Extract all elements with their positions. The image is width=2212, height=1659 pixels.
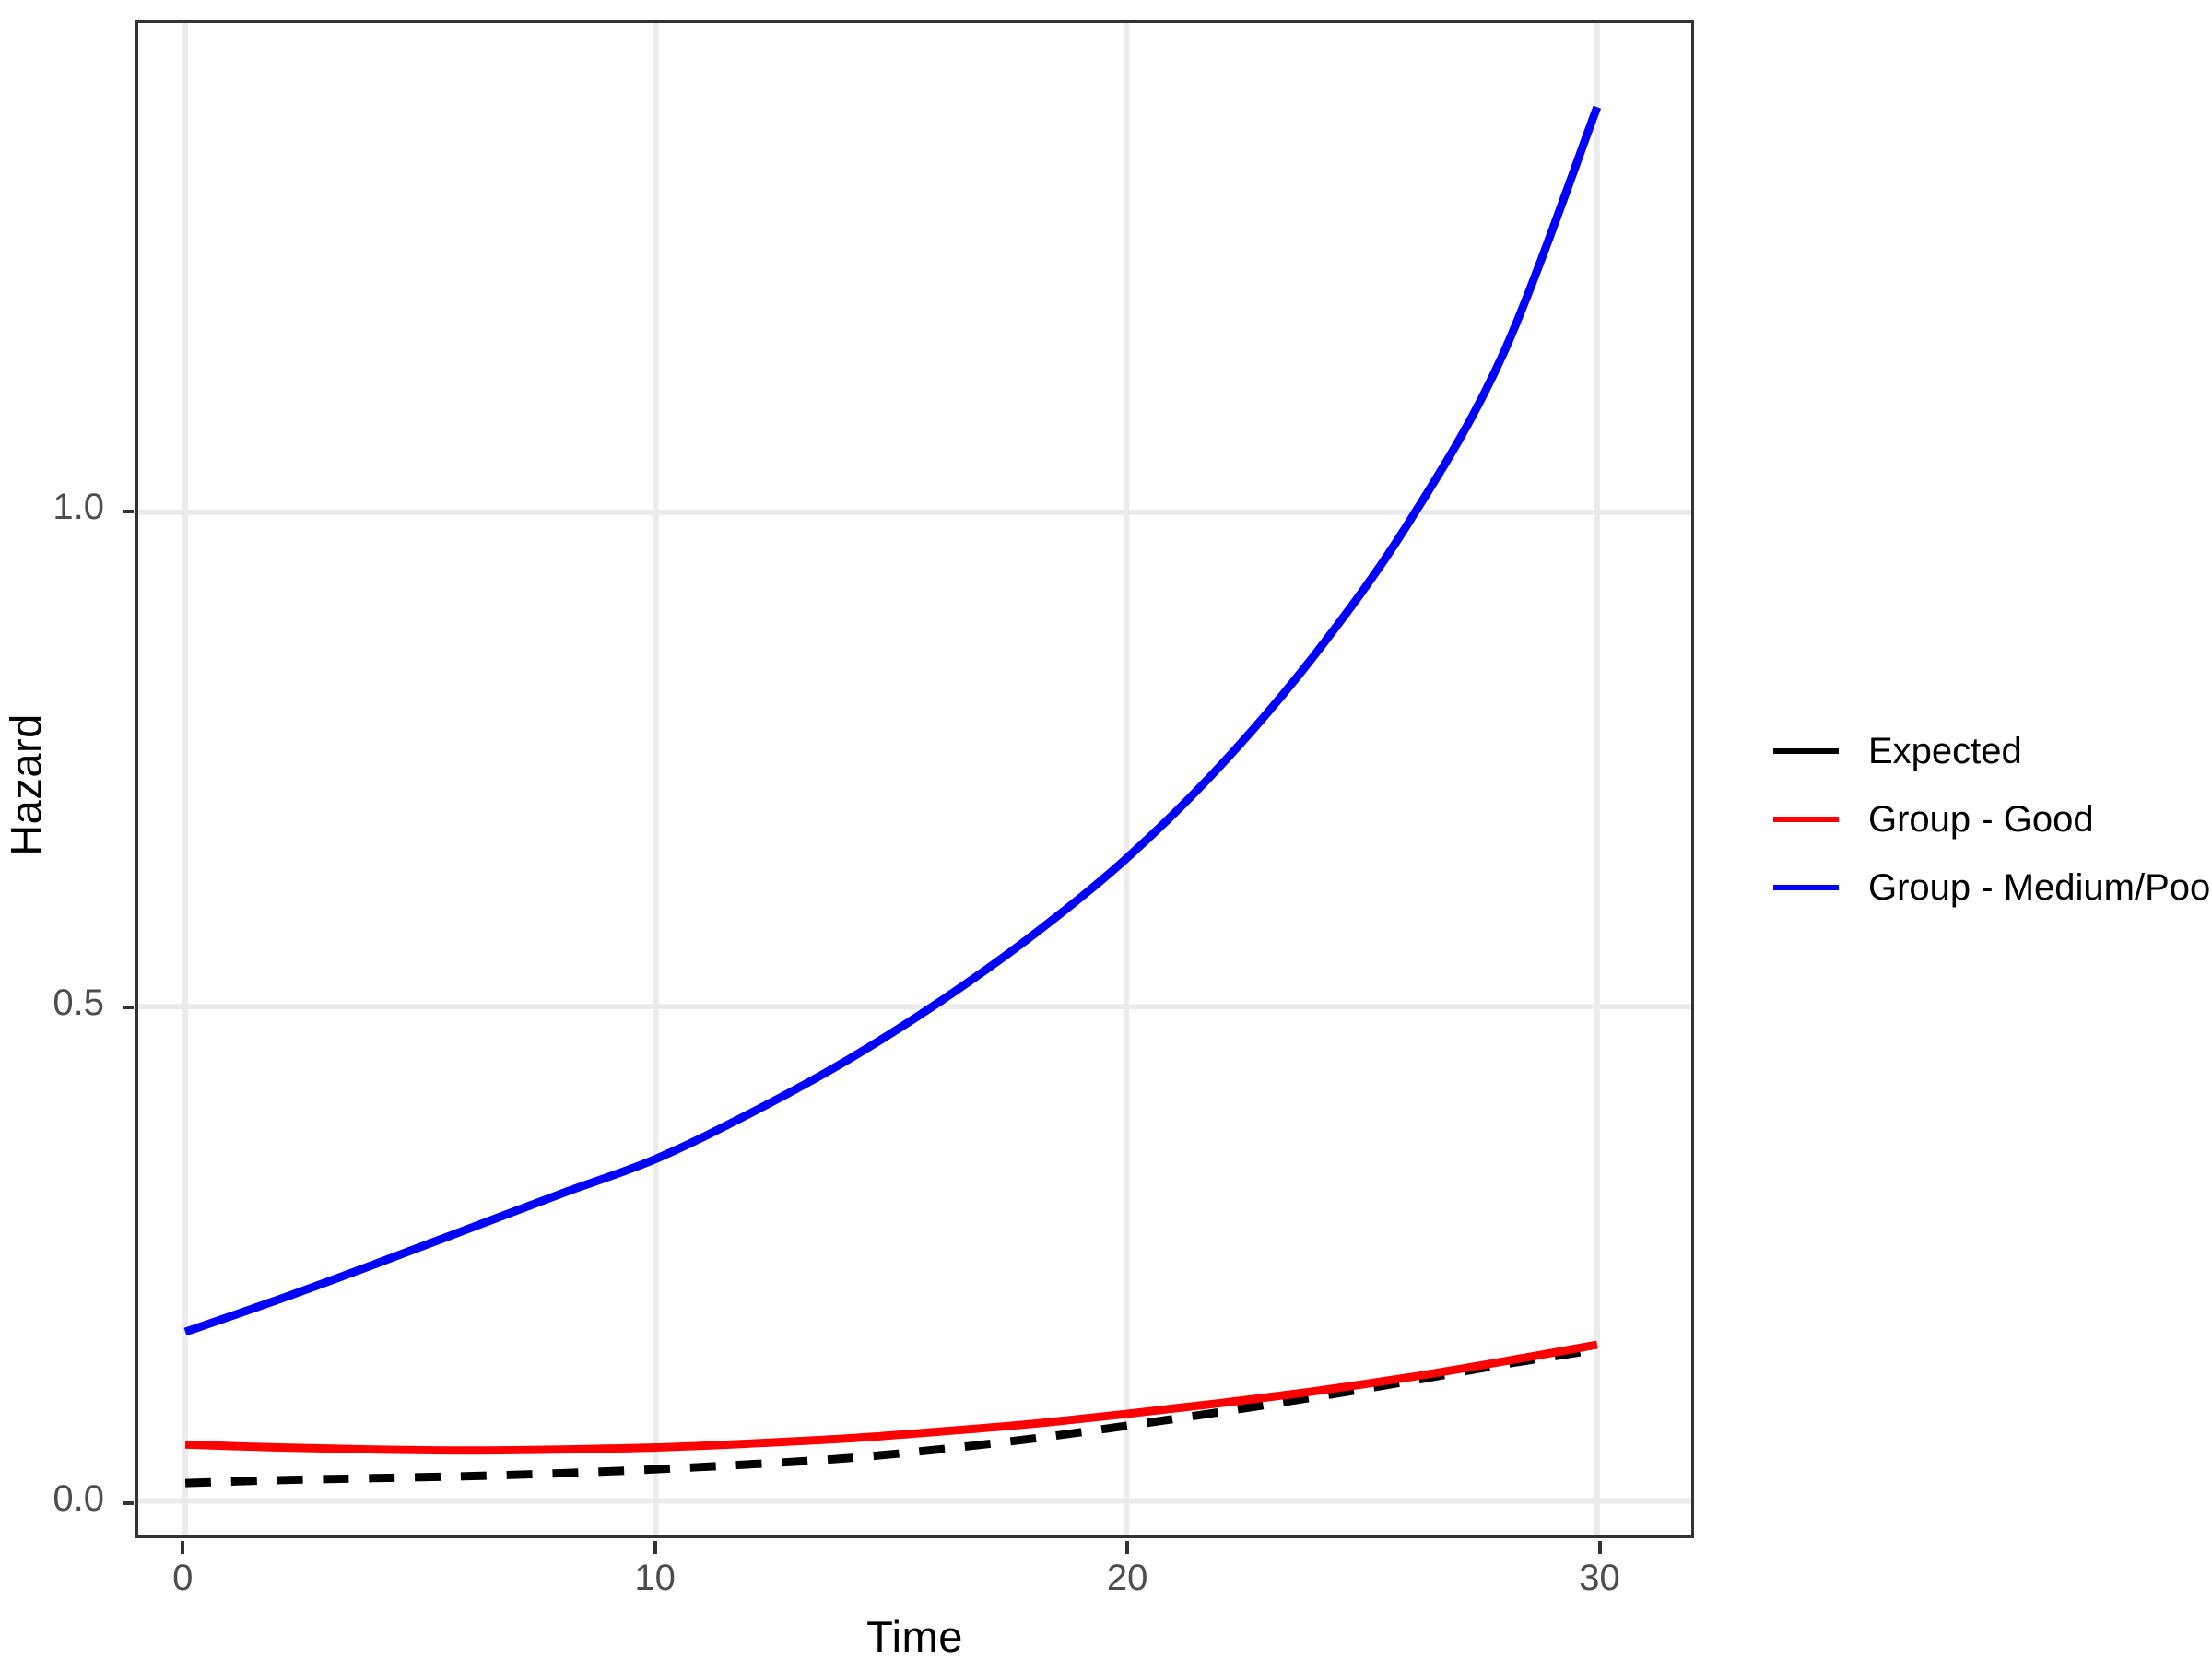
plot-panel — [135, 20, 1694, 1538]
legend-key-expected-icon — [1768, 717, 1844, 785]
y-tick-mark — [123, 509, 134, 513]
legend-key-group-medium-poor-icon — [1768, 853, 1844, 922]
x-tick-mark — [181, 1541, 185, 1554]
x-tick-label: 0 — [172, 1558, 194, 1598]
data-series — [183, 105, 1602, 1488]
x-tick-mark — [1597, 1541, 1602, 1554]
legend-item-group-good[interactable]: Group - Good — [1768, 785, 2201, 853]
series-line-expected — [184, 1345, 1598, 1488]
legend-key-group-good-icon — [1768, 785, 1844, 853]
x-tick-label: 20 — [1106, 1558, 1148, 1598]
chart-legend: Expected Group - Good Group - Medium/Poo… — [1768, 717, 2212, 922]
series-line-group-good — [184, 1340, 1598, 1455]
x-axis-title: Time — [866, 1612, 963, 1659]
x-tick-label: 10 — [634, 1558, 676, 1598]
y-axis-title: Hazard — [1, 713, 51, 856]
x-tick-mark — [1125, 1541, 1130, 1554]
y-tick-label: 0.0 — [53, 1478, 104, 1520]
legend-item-group-medium-poor[interactable]: Group - Medium/Poor — [1768, 853, 2212, 922]
legend-item-expected[interactable]: Expected — [1768, 717, 2201, 785]
legend-label-expected: Expected — [1868, 730, 2022, 771]
x-tick-mark — [653, 1541, 657, 1554]
x-tick-label: 30 — [1579, 1558, 1620, 1598]
series-line-group-medium-poor — [183, 105, 1602, 1336]
y-tick-label: 0.5 — [53, 982, 104, 1024]
y-tick-mark — [123, 1501, 134, 1506]
y-tick-label: 1.0 — [53, 486, 104, 527]
gridlines — [138, 23, 1691, 1535]
y-tick-mark — [123, 1006, 134, 1010]
legend-label-group-medium-poor: Group - Medium/Poor — [1868, 866, 2212, 908]
legend-label-group-good: Group - Good — [1868, 798, 2094, 840]
plot-canvas — [138, 23, 1691, 1535]
